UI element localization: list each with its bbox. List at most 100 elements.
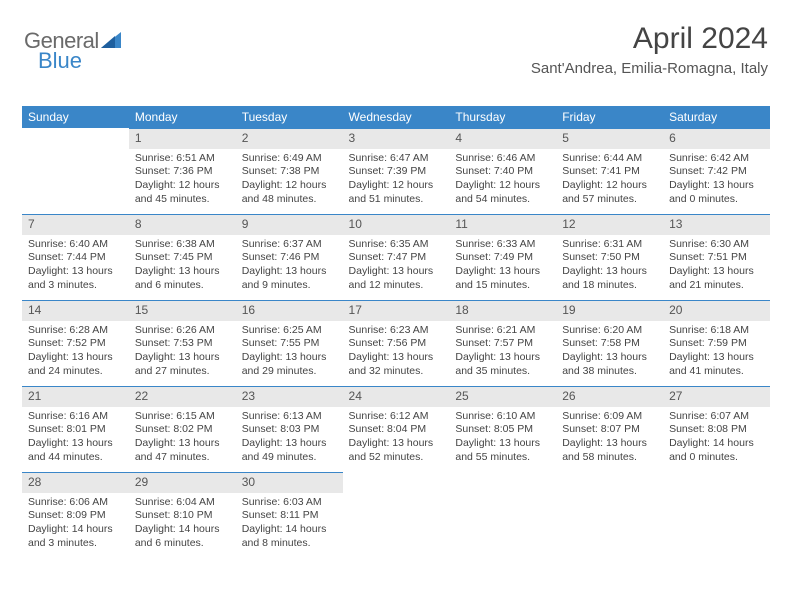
brand-triangle-icon: [101, 28, 121, 54]
day-details: Sunrise: 6:06 AMSunset: 8:09 PMDaylight:…: [22, 493, 129, 557]
sunrise-text: Sunrise: 6:06 AM: [28, 496, 123, 510]
day-number: 13: [663, 214, 770, 235]
daylight-text: Daylight: 13 hours and 29 minutes.: [242, 351, 337, 378]
sunrise-text: Sunrise: 6:35 AM: [349, 238, 444, 252]
day-details: Sunrise: 6:47 AMSunset: 7:39 PMDaylight:…: [343, 149, 450, 213]
calendar-day-cell: 30Sunrise: 6:03 AMSunset: 8:11 PMDayligh…: [236, 472, 343, 558]
day-number: 11: [449, 214, 556, 235]
day-number: 8: [129, 214, 236, 235]
daylight-text: Daylight: 13 hours and 35 minutes.: [455, 351, 550, 378]
sunset-text: Sunset: 7:39 PM: [349, 165, 444, 179]
calendar-day-cell: 21Sunrise: 6:16 AMSunset: 8:01 PMDayligh…: [22, 386, 129, 472]
sunrise-text: Sunrise: 6:51 AM: [135, 152, 230, 166]
sunset-text: Sunset: 8:08 PM: [669, 423, 764, 437]
sunset-text: Sunset: 7:50 PM: [562, 251, 657, 265]
day-details: Sunrise: 6:04 AMSunset: 8:10 PMDaylight:…: [129, 493, 236, 557]
sunrise-text: Sunrise: 6:16 AM: [28, 410, 123, 424]
day-number: 29: [129, 472, 236, 493]
day-number: 20: [663, 300, 770, 321]
calendar-day-cell: 13Sunrise: 6:30 AMSunset: 7:51 PMDayligh…: [663, 214, 770, 300]
calendar-day-cell: [449, 472, 556, 558]
day-details: Sunrise: 6:44 AMSunset: 7:41 PMDaylight:…: [556, 149, 663, 213]
sunset-text: Sunset: 7:36 PM: [135, 165, 230, 179]
calendar-day-cell: 2Sunrise: 6:49 AMSunset: 7:38 PMDaylight…: [236, 128, 343, 214]
day-number: 24: [343, 386, 450, 407]
sunset-text: Sunset: 8:09 PM: [28, 509, 123, 523]
calendar-day-cell: 10Sunrise: 6:35 AMSunset: 7:47 PMDayligh…: [343, 214, 450, 300]
day-details: Sunrise: 6:23 AMSunset: 7:56 PMDaylight:…: [343, 321, 450, 385]
sunrise-text: Sunrise: 6:40 AM: [28, 238, 123, 252]
weekday-header-row: Sunday Monday Tuesday Wednesday Thursday…: [22, 106, 770, 128]
sunrise-text: Sunrise: 6:03 AM: [242, 496, 337, 510]
calendar-day-cell: 19Sunrise: 6:20 AMSunset: 7:58 PMDayligh…: [556, 300, 663, 386]
weekday-header: Wednesday: [343, 106, 450, 128]
daylight-text: Daylight: 13 hours and 24 minutes.: [28, 351, 123, 378]
calendar-day-cell: 11Sunrise: 6:33 AMSunset: 7:49 PMDayligh…: [449, 214, 556, 300]
daylight-text: Daylight: 13 hours and 12 minutes.: [349, 265, 444, 292]
daylight-text: Daylight: 13 hours and 15 minutes.: [455, 265, 550, 292]
calendar-day-cell: 14Sunrise: 6:28 AMSunset: 7:52 PMDayligh…: [22, 300, 129, 386]
sunset-text: Sunset: 8:11 PM: [242, 509, 337, 523]
month-title: April 2024: [531, 22, 768, 56]
sunrise-text: Sunrise: 6:21 AM: [455, 324, 550, 338]
calendar-day-cell: [663, 472, 770, 558]
sunrise-text: Sunrise: 6:10 AM: [455, 410, 550, 424]
day-details: Sunrise: 6:37 AMSunset: 7:46 PMDaylight:…: [236, 235, 343, 299]
sunset-text: Sunset: 7:53 PM: [135, 337, 230, 351]
sunset-text: Sunset: 7:45 PM: [135, 251, 230, 265]
sunset-text: Sunset: 8:10 PM: [135, 509, 230, 523]
daylight-text: Daylight: 14 hours and 8 minutes.: [242, 523, 337, 550]
daylight-text: Daylight: 12 hours and 45 minutes.: [135, 179, 230, 206]
calendar-week-row: 21Sunrise: 6:16 AMSunset: 8:01 PMDayligh…: [22, 386, 770, 472]
sunrise-text: Sunrise: 6:25 AM: [242, 324, 337, 338]
sunrise-text: Sunrise: 6:13 AM: [242, 410, 337, 424]
sunrise-text: Sunrise: 6:44 AM: [562, 152, 657, 166]
day-details: Sunrise: 6:42 AMSunset: 7:42 PMDaylight:…: [663, 149, 770, 213]
day-number: 1: [129, 128, 236, 149]
day-number: 25: [449, 386, 556, 407]
day-details: Sunrise: 6:13 AMSunset: 8:03 PMDaylight:…: [236, 407, 343, 471]
daylight-text: Daylight: 13 hours and 6 minutes.: [135, 265, 230, 292]
day-details: Sunrise: 6:07 AMSunset: 8:08 PMDaylight:…: [663, 407, 770, 471]
day-details: Sunrise: 6:03 AMSunset: 8:11 PMDaylight:…: [236, 493, 343, 557]
calendar-week-row: 1Sunrise: 6:51 AMSunset: 7:36 PMDaylight…: [22, 128, 770, 214]
calendar-day-cell: 7Sunrise: 6:40 AMSunset: 7:44 PMDaylight…: [22, 214, 129, 300]
sunrise-text: Sunrise: 6:38 AM: [135, 238, 230, 252]
calendar-day-cell: 23Sunrise: 6:13 AMSunset: 8:03 PMDayligh…: [236, 386, 343, 472]
day-number: 9: [236, 214, 343, 235]
day-details: Sunrise: 6:09 AMSunset: 8:07 PMDaylight:…: [556, 407, 663, 471]
weekday-header: Sunday: [22, 106, 129, 128]
calendar-week-row: 7Sunrise: 6:40 AMSunset: 7:44 PMDaylight…: [22, 214, 770, 300]
daylight-text: Daylight: 13 hours and 41 minutes.: [669, 351, 764, 378]
day-number: 15: [129, 300, 236, 321]
day-number: 3: [343, 128, 450, 149]
day-details: Sunrise: 6:28 AMSunset: 7:52 PMDaylight:…: [22, 321, 129, 385]
sunrise-text: Sunrise: 6:23 AM: [349, 324, 444, 338]
day-details: Sunrise: 6:49 AMSunset: 7:38 PMDaylight:…: [236, 149, 343, 213]
calendar-day-cell: 24Sunrise: 6:12 AMSunset: 8:04 PMDayligh…: [343, 386, 450, 472]
daylight-text: Daylight: 12 hours and 51 minutes.: [349, 179, 444, 206]
daylight-text: Daylight: 13 hours and 21 minutes.: [669, 265, 764, 292]
day-details: Sunrise: 6:21 AMSunset: 7:57 PMDaylight:…: [449, 321, 556, 385]
calendar-day-cell: 9Sunrise: 6:37 AMSunset: 7:46 PMDaylight…: [236, 214, 343, 300]
day-details: Sunrise: 6:16 AMSunset: 8:01 PMDaylight:…: [22, 407, 129, 471]
sunrise-text: Sunrise: 6:15 AM: [135, 410, 230, 424]
calendar-day-cell: 15Sunrise: 6:26 AMSunset: 7:53 PMDayligh…: [129, 300, 236, 386]
calendar-day-cell: 3Sunrise: 6:47 AMSunset: 7:39 PMDaylight…: [343, 128, 450, 214]
sunset-text: Sunset: 8:01 PM: [28, 423, 123, 437]
day-number: 5: [556, 128, 663, 149]
day-number: 18: [449, 300, 556, 321]
calendar-day-cell: 4Sunrise: 6:46 AMSunset: 7:40 PMDaylight…: [449, 128, 556, 214]
day-number: 21: [22, 386, 129, 407]
sunset-text: Sunset: 7:42 PM: [669, 165, 764, 179]
daylight-text: Daylight: 12 hours and 48 minutes.: [242, 179, 337, 206]
sunrise-text: Sunrise: 6:18 AM: [669, 324, 764, 338]
daylight-text: Daylight: 13 hours and 49 minutes.: [242, 437, 337, 464]
daylight-text: Daylight: 13 hours and 0 minutes.: [669, 179, 764, 206]
daylight-text: Daylight: 13 hours and 9 minutes.: [242, 265, 337, 292]
calendar-day-cell: 6Sunrise: 6:42 AMSunset: 7:42 PMDaylight…: [663, 128, 770, 214]
calendar-day-cell: 16Sunrise: 6:25 AMSunset: 7:55 PMDayligh…: [236, 300, 343, 386]
weekday-header: Monday: [129, 106, 236, 128]
day-details: Sunrise: 6:40 AMSunset: 7:44 PMDaylight:…: [22, 235, 129, 299]
sunset-text: Sunset: 7:49 PM: [455, 251, 550, 265]
